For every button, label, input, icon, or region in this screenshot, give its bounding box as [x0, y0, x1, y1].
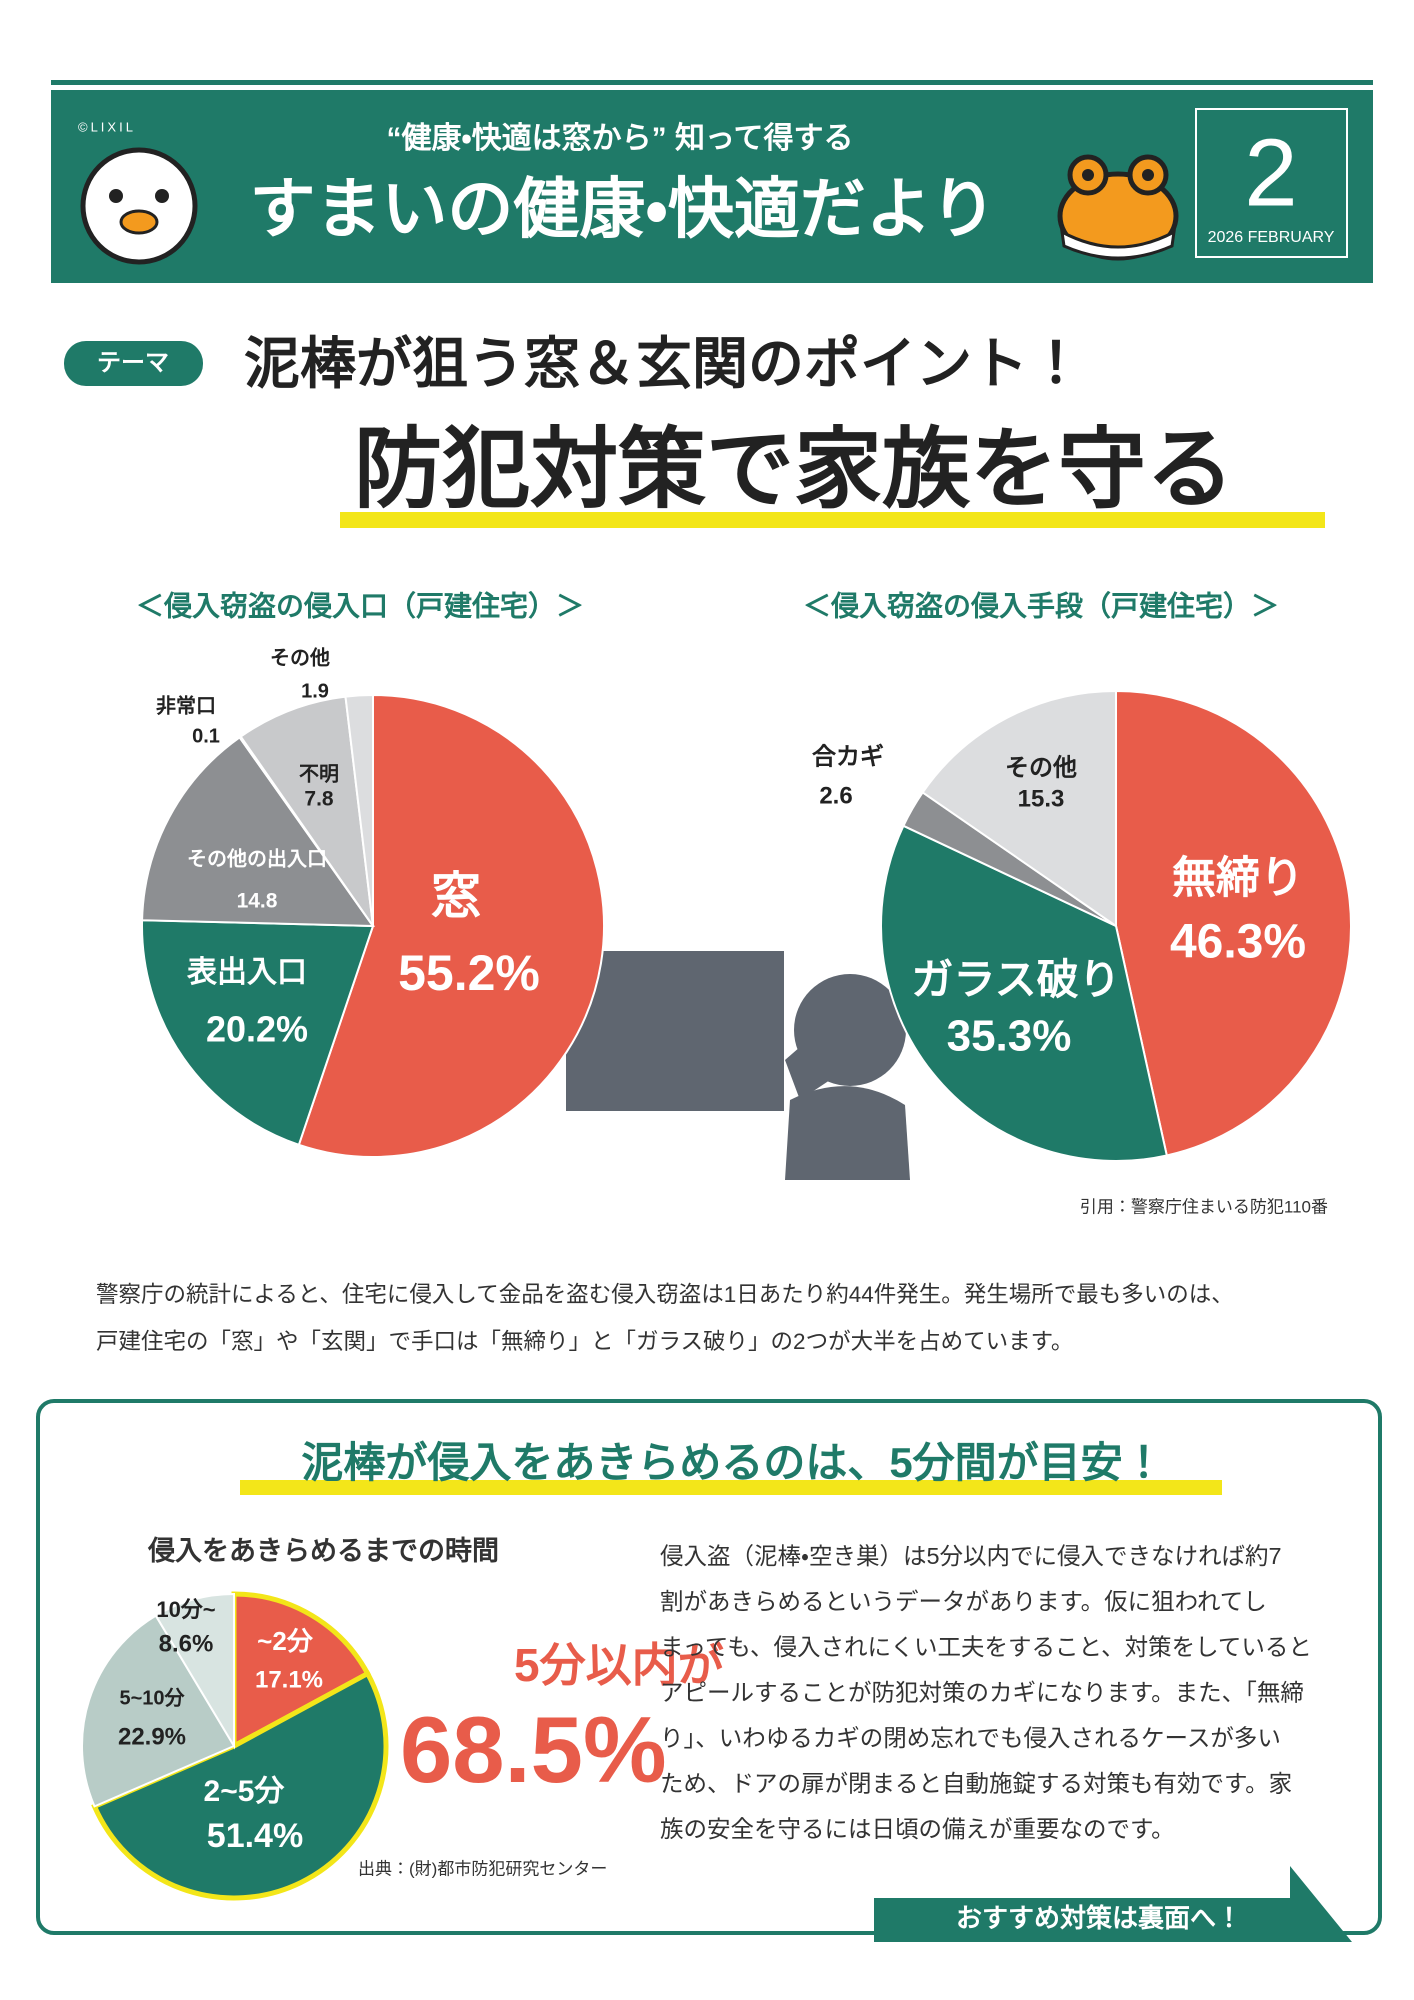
pie-slice	[297, 693, 605, 1158]
tagline: “健康・快適は窓から” 知って得する	[386, 122, 853, 155]
theme-tag: テーマ	[97, 349, 169, 376]
slice-value: 46.3%	[1170, 916, 1306, 969]
issue-date: 2026 FEBRUARY	[1208, 229, 1335, 246]
box-text-line: 侵入盗（泥棒・空き巣）は5分以内でに侵入できなければ約7	[660, 1543, 1282, 1569]
pie-slice	[154, 1592, 235, 1750]
slice-value: 8.6%	[159, 1630, 214, 1657]
pie	[880, 689, 1353, 1163]
intro-line: 警察庁の統計によると、住宅に侵入して金品を盗む侵入窃盗は1日あたり約44件発生。…	[96, 1282, 1234, 1307]
pie-slice	[239, 695, 374, 927]
slice-label: 窓	[431, 868, 481, 924]
box-heading: 泥棒が侵入をあきらめるのは、5分間が目安！	[301, 1439, 1164, 1486]
slice-value: 55.2%	[398, 945, 540, 1001]
slice-label: 合カギ	[812, 743, 884, 770]
slice-label: 表出入口	[186, 956, 307, 989]
chart-title: 侵入をあきらめるまでの時間	[147, 1536, 499, 1566]
slice-value: 0.1	[192, 725, 220, 747]
slice-label: 不明	[299, 762, 339, 785]
slice-label: その他	[1005, 754, 1077, 781]
slice-label: ~2分	[257, 1626, 314, 1656]
issue-number: 2	[1244, 119, 1297, 226]
slice-label: 2~5分	[204, 1775, 286, 1808]
theme-headline: 泥棒が狙う窓＆玄関のポイント！	[244, 332, 1084, 395]
issue-box	[1195, 108, 1348, 258]
pie-slice	[1115, 689, 1353, 1157]
slice-label: 無締り	[1172, 854, 1304, 903]
pie-slice	[81, 1614, 236, 1808]
slice-value: 2.6	[819, 782, 852, 809]
pie-slice	[91, 1670, 389, 1901]
box-text-line: まっても、侵入されにくい工夫をすること、対策をしていると	[660, 1634, 1312, 1660]
cta: おすすめ対策は裏面へ！	[956, 1903, 1242, 1933]
pie-slice	[344, 693, 374, 927]
intro-line: 戸建住宅の「窓」や「玄関」で手口は「無締り」と「ガラス破り」の2つが大半を占めて…	[96, 1329, 1073, 1354]
box-text-line: 割があきらめるというデータがあります。仮に狙われてし	[660, 1589, 1267, 1615]
burglar-illustration	[566, 951, 910, 1180]
chart-title: ＜侵入窃盗の侵入手段（戸建住宅）＞	[803, 589, 1279, 621]
pie-slice	[880, 824, 1168, 1163]
highlight-label: 5分以内が	[514, 1639, 724, 1691]
slice-value: 17.1%	[255, 1666, 323, 1693]
slice-value: 35.3%	[947, 1012, 1072, 1061]
slice-label: ガラス破り	[911, 956, 1120, 1003]
theme-title: 防犯対策で家族を守る	[354, 419, 1234, 518]
box-text-line: アピールすることが防犯対策のカギになります。また、「無締	[660, 1680, 1304, 1706]
slice-label: その他	[270, 645, 330, 669]
slice-value: 15.3	[1018, 785, 1065, 812]
pie-slice	[141, 919, 375, 1147]
slice-value: 1.9	[301, 680, 329, 702]
slice-label: 10分~	[156, 1597, 215, 1622]
header-title: すまいの健康・快適だより	[249, 171, 996, 245]
slice-label: 非常口	[156, 694, 216, 717]
slice-value: 20.2%	[206, 1009, 308, 1050]
cta-banner	[874, 1866, 1352, 1942]
title-underline	[340, 512, 1325, 528]
header-rule	[51, 80, 1373, 85]
highlight-value: 68.5%	[400, 1697, 667, 1802]
pie-slice	[231, 1591, 372, 1751]
theme-tag-bg	[64, 341, 203, 386]
chart-title: ＜侵入窃盗の侵入口（戸建住宅）＞	[136, 589, 584, 621]
pie	[141, 693, 605, 1158]
frog-icon	[1057, 154, 1179, 261]
pie-slice	[921, 689, 1117, 928]
slice-value: 51.4%	[207, 1817, 303, 1855]
box-text-line: 族の安全を守るには日頃の備えが重要なのです。	[660, 1816, 1175, 1842]
slice-label: 5~10分	[119, 1686, 185, 1709]
copyright: ©LIXIL	[78, 119, 136, 134]
slice-value: 22.9%	[118, 1723, 186, 1750]
box-text: 侵入盗（泥棒・空き巣）は5分以内でに侵入できなければ約7 割があきらめるというデー…	[660, 1543, 1312, 1842]
box-text-line: り」、いわゆるカギの閉め忘れでも侵入されるケースが多い	[660, 1725, 1281, 1751]
pie-slice	[141, 736, 375, 928]
box-text-line: ため、ドアの扉が閉まると自動施錠する対策も有効です。家	[660, 1771, 1292, 1797]
slice-label: その他の出入口	[187, 846, 327, 870]
pie	[81, 1591, 389, 1901]
chart-source: 出典：(財)都市防犯研究センター	[358, 1859, 607, 1878]
slice-value: 7.8	[304, 788, 334, 811]
slice-value: 14.8	[237, 890, 278, 913]
box-heading-underline	[240, 1480, 1222, 1495]
duck-icon	[80, 147, 198, 265]
citation: 引用：警察庁住まいる防犯110番	[1080, 1197, 1328, 1216]
